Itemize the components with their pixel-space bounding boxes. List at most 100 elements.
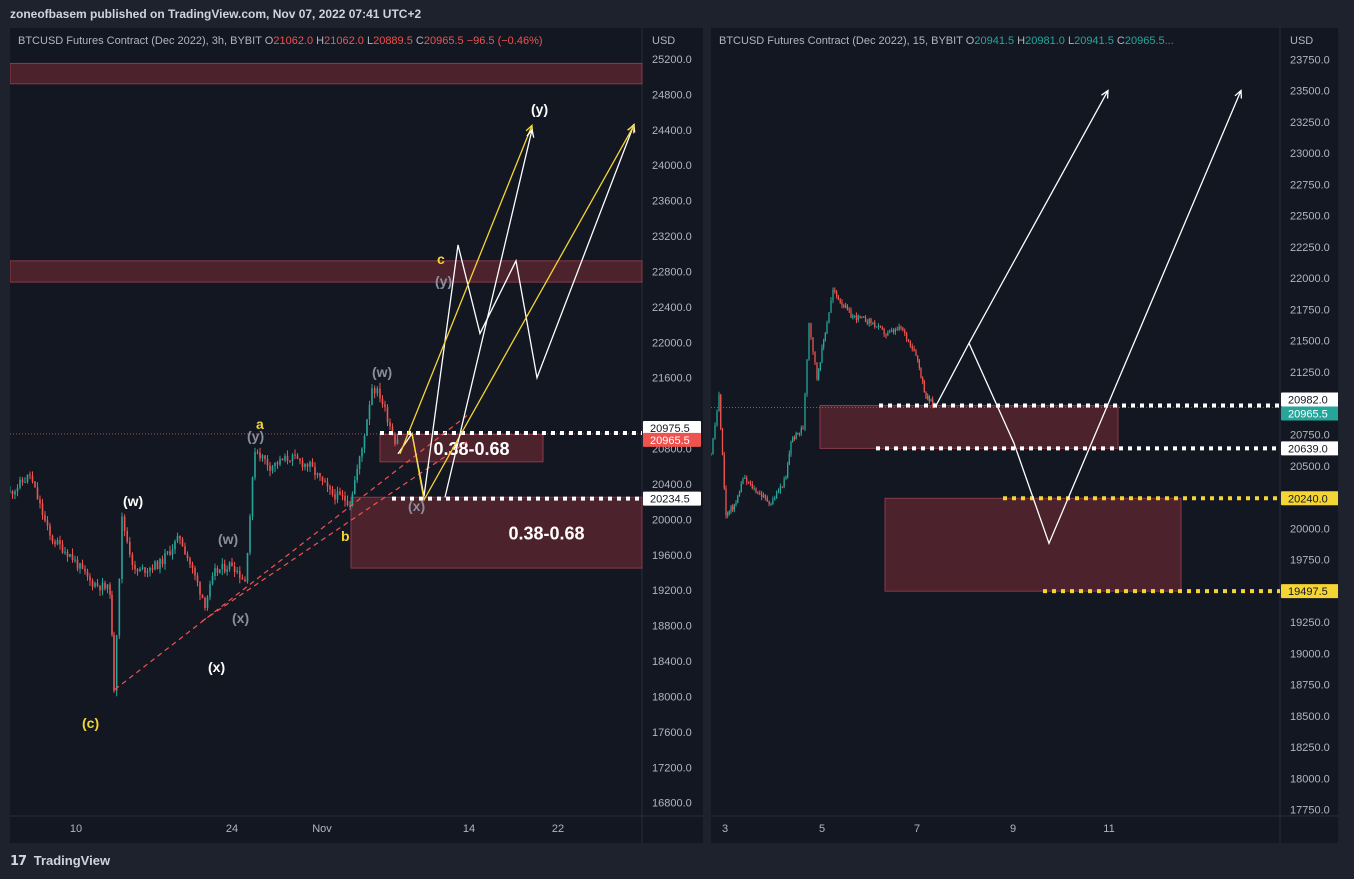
chart-3h-canvas[interactable]: USD 25200.0 24800.0 24400.0 24000.0 23600.0 23… xyxy=(10,28,703,843)
candle-body xyxy=(790,441,792,454)
candle-body xyxy=(284,456,286,461)
legend-low: 20941.5 xyxy=(1074,35,1114,47)
candle-body xyxy=(721,428,724,455)
candle-body xyxy=(835,291,838,296)
candle-body xyxy=(783,478,785,487)
y-tick-label: 23000.0 xyxy=(1290,148,1330,160)
y-tick-label: 19200.0 xyxy=(652,585,692,597)
candle-body xyxy=(770,504,772,506)
candle-body xyxy=(818,370,820,380)
candle-body xyxy=(166,551,169,554)
elliott-wave-label: (x) xyxy=(208,659,225,675)
x-tick-label: 3 xyxy=(722,823,728,835)
candle-body xyxy=(810,322,812,338)
candle-body xyxy=(89,576,91,581)
candle-body xyxy=(239,570,241,578)
candle-body xyxy=(797,432,799,434)
candle-body xyxy=(386,407,389,423)
candle-body xyxy=(749,482,752,484)
candle-body xyxy=(251,477,254,517)
candle-body xyxy=(226,569,228,572)
candle-body xyxy=(371,388,373,405)
candle-body xyxy=(907,339,910,341)
candle-body xyxy=(256,452,259,454)
legend-low: 20889.5 xyxy=(373,35,413,47)
candle-body xyxy=(384,404,386,408)
x-tick-label: 24 xyxy=(226,823,238,835)
candle-body xyxy=(281,458,284,461)
candle-body xyxy=(81,563,84,569)
chart-panel-3h[interactable]: USD 25200.0 24800.0 24400.0 24000.0 23600.0 23… xyxy=(10,28,703,843)
candle-body xyxy=(757,492,759,494)
elliott-wave-label: c xyxy=(437,251,445,267)
candle-body xyxy=(802,428,804,430)
legend-low-label: L xyxy=(366,35,374,47)
chart-panel-15m[interactable]: USD 23750.0 23500.0 23250.0 23000.0 22750.0 22… xyxy=(711,28,1338,843)
candle-body xyxy=(266,459,269,466)
price-tag xyxy=(1281,406,1338,421)
tradingview-footer: 𝟭𝟳 TradingView xyxy=(10,853,110,869)
candle-body xyxy=(346,500,349,506)
candle-body xyxy=(913,348,915,351)
candle-body xyxy=(101,582,104,591)
candle-body xyxy=(861,316,863,318)
elliott-wave-label: (w) xyxy=(218,531,238,547)
y-tick-label: 20400.0 xyxy=(652,479,692,491)
candle-body xyxy=(129,541,131,555)
legend-open-label: O xyxy=(264,35,274,47)
price-tag-label: 20240.0 xyxy=(1288,493,1328,505)
candle-body xyxy=(199,582,201,595)
y-tick-label: 22800.0 xyxy=(652,266,692,278)
fib-zone-label: 0.38-0.68 xyxy=(508,524,584,544)
candle-body xyxy=(246,552,249,582)
candle-body xyxy=(760,493,763,497)
candle-body xyxy=(326,482,329,487)
price-tag xyxy=(1281,441,1338,456)
y-tick-label: 21600.0 xyxy=(652,373,692,385)
y-tick-label: 23600.0 xyxy=(652,196,692,208)
candle-body xyxy=(106,584,109,589)
candle-body xyxy=(79,563,81,569)
y-tick-label: 22750.0 xyxy=(1290,179,1330,191)
x-tick-label: 9 xyxy=(1010,823,1016,835)
candle-body xyxy=(785,477,787,479)
candle-body xyxy=(306,463,309,467)
candle-body xyxy=(51,535,54,542)
y-tick-label: 22400.0 xyxy=(652,302,692,314)
y-tick-label: 24400.0 xyxy=(652,125,692,137)
candle-body xyxy=(39,499,41,504)
fib-zone-label: 0.38-0.68 xyxy=(433,439,509,459)
candle-body xyxy=(846,305,849,310)
candle-body xyxy=(855,315,858,321)
elliott-wave-label: (y) xyxy=(247,428,264,444)
candle-body xyxy=(341,494,344,497)
supply-demand-zone xyxy=(10,62,643,85)
candle-body xyxy=(396,439,399,444)
candle-body xyxy=(94,583,96,587)
candle-body xyxy=(264,455,266,460)
candle-body xyxy=(918,359,920,368)
candle-body xyxy=(46,520,49,526)
candle-body xyxy=(191,564,194,569)
candle-body xyxy=(156,561,159,570)
candle-body xyxy=(735,502,737,506)
chart-15m-canvas[interactable]: USD 23750.0 23500.0 23250.0 23000.0 22750.0 22… xyxy=(711,28,1338,843)
candle-body xyxy=(351,494,354,505)
candle-body xyxy=(171,549,174,555)
candle-body xyxy=(728,511,730,514)
candle-body xyxy=(376,388,379,394)
candle-body xyxy=(915,350,917,356)
candle-body xyxy=(219,569,221,573)
supply-demand-zone xyxy=(350,496,643,569)
legend-15m: BTCUSD Futures Contract (Dec 2022), 15, … xyxy=(719,35,1174,47)
price-tag-label: 19497.5 xyxy=(1288,586,1328,598)
candle-body xyxy=(788,453,790,465)
candle-body xyxy=(49,525,51,536)
candle-body xyxy=(905,333,908,340)
candle-body xyxy=(19,479,21,488)
candle-body xyxy=(274,462,276,467)
candle-body xyxy=(146,571,149,573)
price-tag-label: 20965.5 xyxy=(650,435,690,447)
candle-body xyxy=(334,494,336,500)
elliott-wave-label: (w) xyxy=(123,493,143,509)
